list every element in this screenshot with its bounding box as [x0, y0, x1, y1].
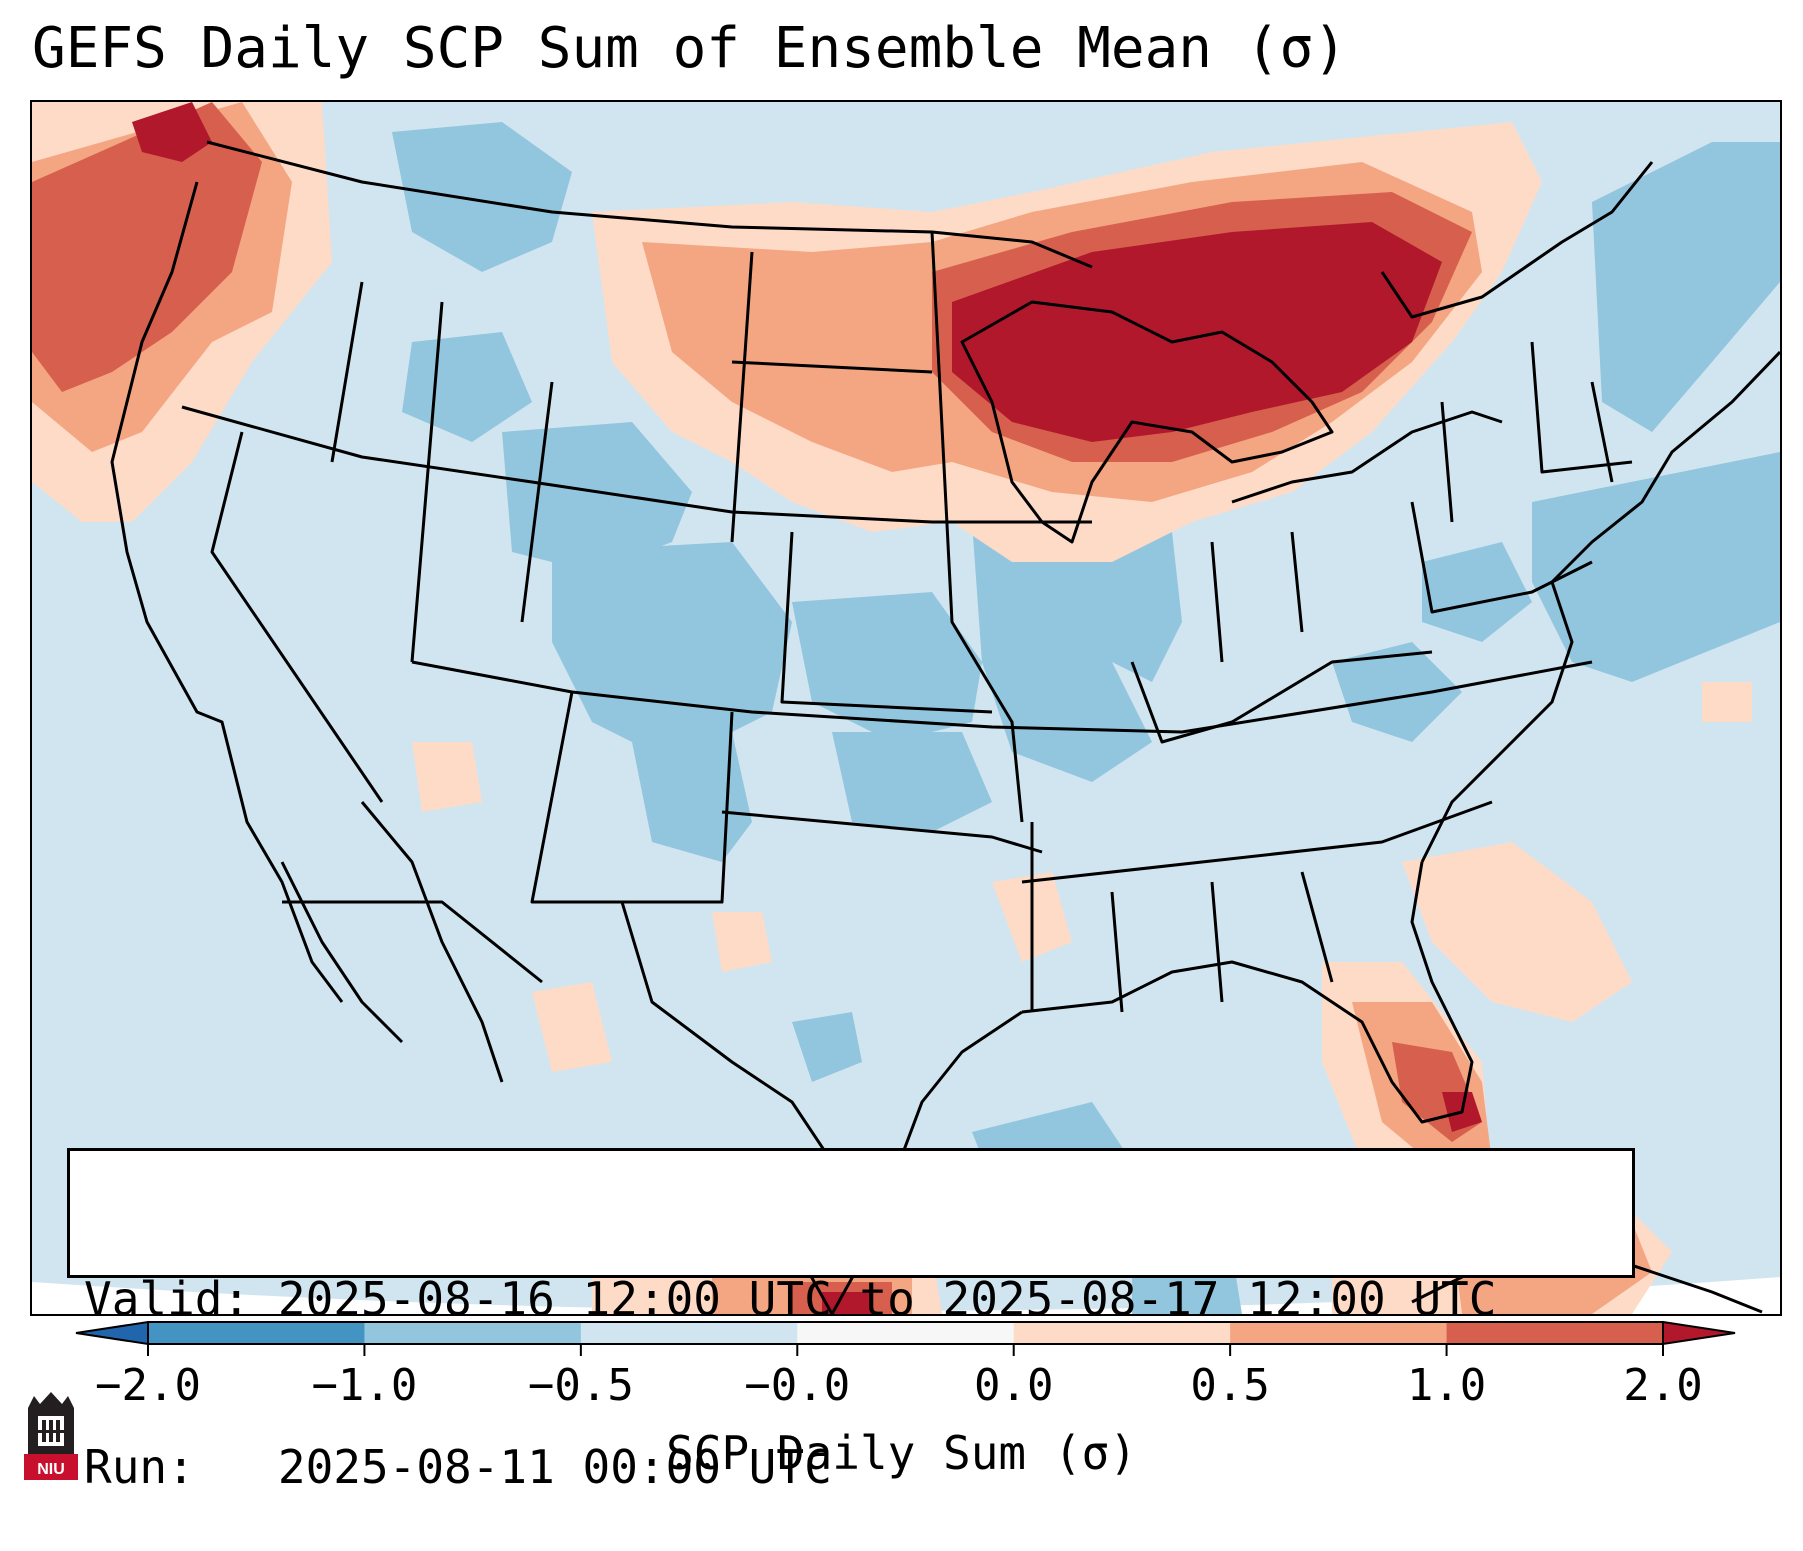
anomaly-blob — [502, 422, 692, 572]
anomaly-blob — [712, 912, 772, 972]
state-border — [210, 431, 384, 803]
state-border — [530, 691, 734, 904]
logo-text: NIU — [37, 1461, 65, 1478]
state-border — [780, 531, 993, 714]
map-svg — [32, 102, 1780, 1314]
valid-value: 2025-08-16 12:00 UTC to 2025-08-17 12:00… — [277, 1272, 1497, 1326]
run-line: Run: 2025-08-11 00:00 UTC — [84, 1439, 1618, 1495]
anomaly-blob — [32, 102, 262, 392]
state-border — [1440, 401, 1454, 523]
anomaly-blob — [1332, 642, 1462, 742]
anomaly-blob — [832, 732, 992, 832]
anomaly-blob — [402, 332, 532, 442]
colorbar-bin — [148, 1322, 365, 1344]
colorbar-label: SCP Daily Sum (σ) — [666, 1426, 1137, 1480]
colorbar-bin — [1230, 1322, 1448, 1344]
state-border — [1290, 531, 1304, 633]
niu-logo: NIU — [24, 1392, 78, 1480]
colorbar-tick-label: 1.0 — [1407, 1360, 1486, 1411]
state-border — [1110, 891, 1124, 1013]
state-border — [1410, 501, 1593, 614]
colorbar-bin — [797, 1322, 1015, 1344]
valid-label: Valid: — [84, 1272, 251, 1326]
colorbar-tick-label: −0.5 — [528, 1360, 634, 1411]
anomaly-blob — [1592, 142, 1780, 432]
anomaly-field-layer — [32, 102, 1780, 1314]
very-strong-positive-areas — [132, 102, 1482, 1314]
state-border — [731, 360, 933, 374]
state-border — [620, 901, 834, 1163]
state-border — [1021, 800, 1493, 884]
anomaly-blob — [1702, 682, 1752, 722]
geography-lines — [110, 140, 1780, 1314]
state-border — [730, 251, 754, 543]
great-lakes-outline — [960, 300, 1334, 544]
anomaly-blob — [132, 102, 212, 162]
state-border — [282, 900, 543, 984]
colorbar-tick-label: −0.0 — [744, 1360, 850, 1411]
colorbar-extend-low — [75, 1320, 149, 1346]
run-label: Run: — [84, 1440, 195, 1494]
state-border — [1530, 341, 1633, 474]
canada-us-border — [206, 140, 1093, 269]
colorbar-frame — [147, 1321, 1664, 1345]
run-value: 2025-08-11 00:00 UTC — [277, 1440, 832, 1494]
state-border — [1130, 650, 1433, 744]
anomaly-blob — [1402, 842, 1632, 1022]
state-border — [1590, 381, 1614, 483]
lake-erie-ontario — [1231, 410, 1503, 504]
colorbar-extend-high — [1662, 1320, 1736, 1346]
anomaly-blob — [532, 982, 612, 1072]
state-border — [721, 810, 1043, 854]
state-border — [410, 301, 444, 663]
colorbar-tick-label: 0.5 — [1190, 1360, 1269, 1411]
colorbar: −2.0 −1.0 −0.5 −0.0 0.0 0.5 1.0 2.0 — [75, 1320, 1736, 1411]
state-border — [930, 231, 1024, 823]
state-border — [181, 405, 1092, 524]
colorbar-tick-label: 0.0 — [974, 1360, 1053, 1411]
state-border — [1210, 881, 1224, 1003]
anomaly-blob — [552, 542, 792, 762]
state-border — [1210, 541, 1224, 663]
anomaly-blob — [632, 732, 752, 862]
anomaly-blob — [792, 1012, 862, 1082]
anomaly-blob — [1422, 542, 1532, 642]
state-border — [520, 381, 554, 623]
colorbar-bin — [364, 1322, 582, 1344]
gulf-coastline — [1021, 861, 1474, 1124]
weak-negative-areas — [392, 122, 1780, 1314]
mexico-west-coastline — [360, 801, 504, 1083]
map-panel — [30, 100, 1782, 1316]
anomaly-blob — [1532, 452, 1780, 682]
state-border — [330, 281, 364, 463]
state-border — [1300, 871, 1334, 983]
colorbar-bin — [1446, 1322, 1664, 1344]
colorbar-tick-label: −2.0 — [95, 1360, 201, 1411]
valid-line: Valid: 2025-08-16 12:00 UTC to 2025-08-1… — [84, 1271, 1618, 1327]
chart-title: GEFS Daily SCP Sum of Ensemble Mean (σ) — [32, 16, 1347, 81]
colorbar-tick-label: 2.0 — [1623, 1360, 1702, 1411]
valid-time-info-box: Valid: 2025-08-16 12:00 UTC to 2025-08-1… — [67, 1148, 1635, 1494]
anomaly-blob — [392, 122, 572, 272]
anomaly-blob — [952, 222, 1442, 442]
colorbar-bin — [580, 1322, 798, 1344]
colorbar-tick-label: −1.0 — [311, 1360, 417, 1411]
colorbar-bin — [1013, 1322, 1231, 1344]
canada-us-border-east — [1380, 161, 1654, 319]
west-coastline — [110, 181, 344, 1003]
anomaly-blob — [1092, 522, 1182, 682]
anomaly-blob — [412, 742, 482, 812]
